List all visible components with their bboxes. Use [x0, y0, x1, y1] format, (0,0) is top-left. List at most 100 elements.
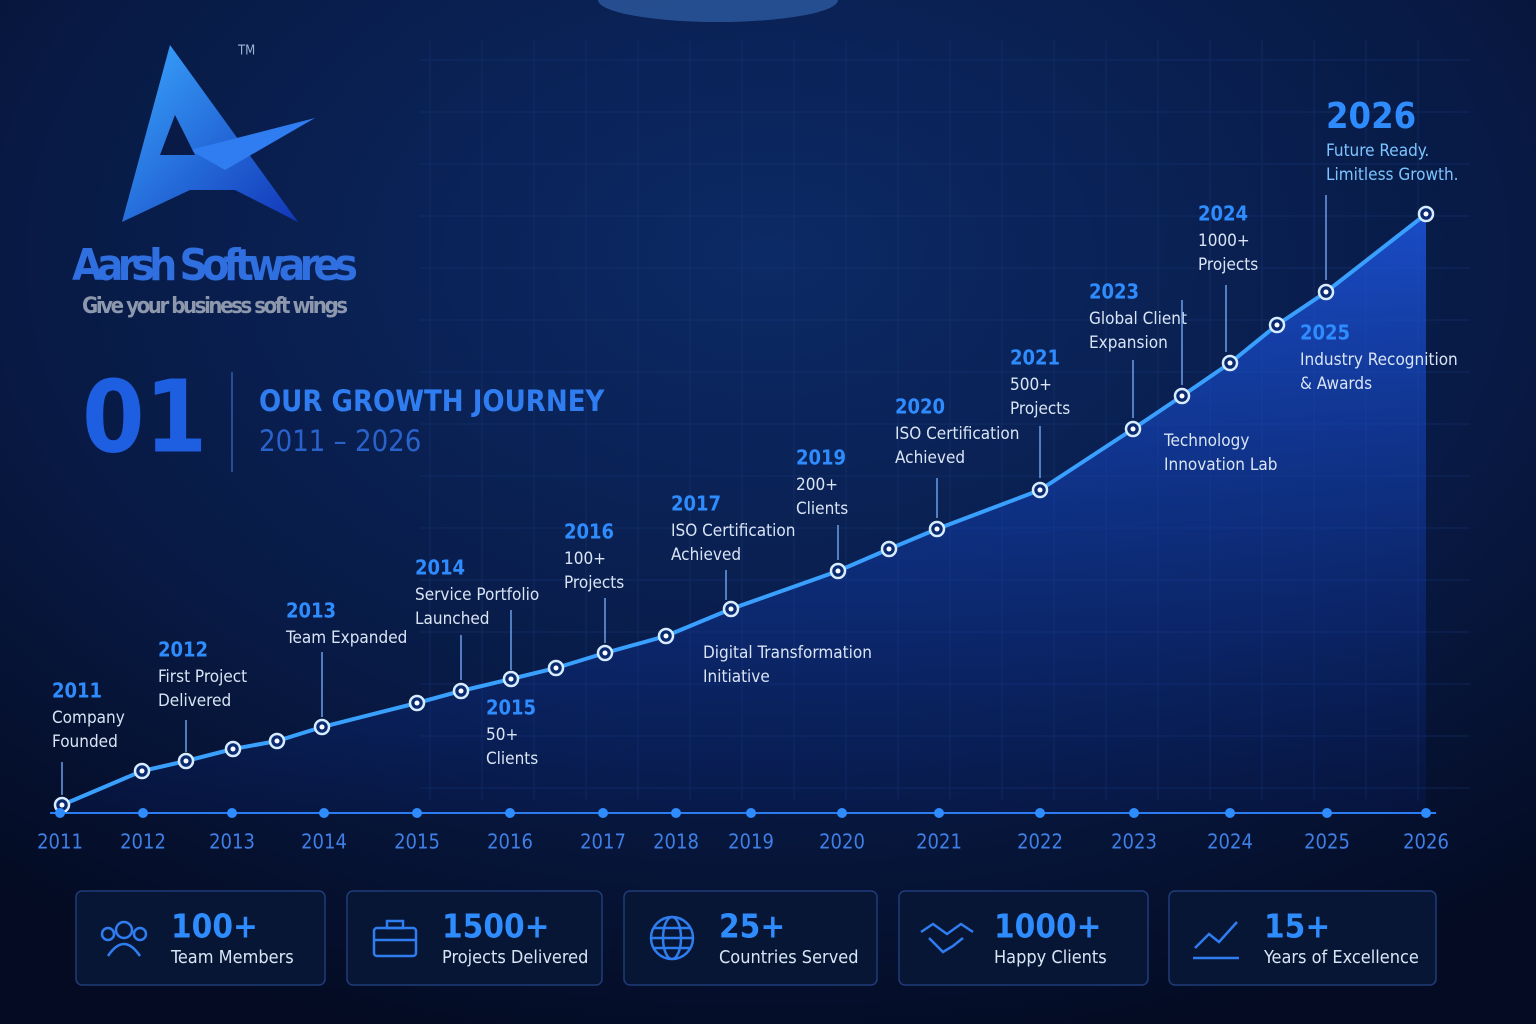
axis-dot	[746, 808, 756, 818]
milestone-year: 2025	[1300, 321, 1350, 345]
milestone-year: 2024	[1198, 202, 1248, 226]
growth-node-core	[886, 546, 892, 552]
axis-dot	[598, 808, 608, 818]
milestone-text: Founded	[52, 732, 118, 752]
milestone-text: 200+	[796, 475, 838, 495]
axis-dot	[1421, 808, 1431, 818]
milestone-text: Clients	[486, 749, 538, 769]
axis-year: 2019	[728, 830, 774, 854]
milestone-text: Technology	[1163, 431, 1249, 451]
growth-node-core	[728, 606, 734, 612]
milestone-year: 2013	[286, 599, 336, 623]
stat-value: 25+	[719, 907, 785, 946]
milestone-year: 2021	[1010, 346, 1060, 370]
axis-dot	[934, 808, 944, 818]
milestone-text: First Project	[158, 667, 247, 687]
milestone-text: Digital Transformation	[703, 643, 872, 663]
section-number: 01	[82, 358, 207, 475]
growth-node-core	[414, 700, 420, 706]
axis-dot	[1225, 808, 1235, 818]
growth-node-core	[1179, 393, 1185, 399]
milestone-text: & Awards	[1300, 374, 1372, 394]
growth-node-core	[1423, 211, 1429, 217]
milestone-text: Innovation Lab	[1164, 455, 1277, 475]
milestone-text: Launched	[415, 609, 490, 629]
milestone-year: 2011	[52, 679, 102, 703]
stat-card	[75, 890, 326, 986]
growth-node-core	[1130, 426, 1136, 432]
stat-card	[623, 890, 878, 986]
growth-node-core	[139, 768, 145, 774]
company-tagline: Give your business soft wings	[82, 294, 348, 319]
stat-card	[898, 890, 1149, 986]
icon-part	[1194, 921, 1238, 949]
axis-year: 2014	[301, 830, 347, 854]
axis-dot	[1322, 808, 1332, 818]
milestone-text: 50+	[486, 725, 518, 745]
growth-node-core	[230, 746, 236, 752]
growth-node-core	[183, 758, 189, 764]
axis-dot	[138, 808, 148, 818]
axis-dot	[55, 808, 65, 818]
stat-label: Projects Delivered	[442, 947, 588, 968]
axis-year: 2016	[487, 830, 533, 854]
milestone-text: Limitless Growth.	[1326, 165, 1459, 185]
milestone-year: 2017	[671, 492, 721, 516]
logo-wing	[190, 118, 315, 170]
axis-dot	[319, 808, 329, 818]
stat-value: 15+	[1264, 907, 1330, 946]
icon-part	[385, 919, 405, 930]
spotlight	[598, 0, 838, 22]
milestone-text: Projects	[1010, 399, 1070, 419]
logo-cutout	[160, 115, 195, 155]
axis-year: 2020	[819, 830, 865, 854]
icon-part	[920, 922, 974, 954]
milestone-year: 2023	[1089, 280, 1139, 304]
logo-mark	[122, 45, 298, 222]
section-title: OUR GROWTH JOURNEY	[259, 384, 606, 418]
icon-part	[114, 920, 134, 940]
milestone-text: Achieved	[895, 448, 965, 468]
milestone-text: Initiative	[703, 667, 770, 687]
growth-node-core	[458, 688, 464, 694]
milestone-text: ISO Certification	[895, 424, 1019, 444]
stat-label: Countries Served	[719, 947, 859, 968]
axis-year: 2021	[916, 830, 962, 854]
milestone-text: Clients	[796, 499, 848, 519]
stat-value: 1000+	[994, 907, 1102, 946]
axis-dot	[1129, 808, 1139, 818]
axis-year: 2015	[394, 830, 440, 854]
stat-label: Happy Clients	[994, 947, 1107, 968]
axis-year: 2025	[1304, 830, 1350, 854]
axis-year: 2013	[209, 830, 255, 854]
axis-dot	[227, 808, 237, 818]
milestone-text: ISO Certification	[671, 521, 795, 541]
milestone-text: Company	[52, 708, 125, 728]
stat-icon	[372, 919, 418, 958]
axis-dot	[671, 808, 681, 818]
axis-year: 2018	[653, 830, 699, 854]
growth-node-core	[553, 665, 559, 671]
icon-part	[132, 926, 148, 942]
milestone-year: 2020	[895, 395, 945, 419]
stat-card	[1168, 890, 1437, 986]
milestone-year: 2019	[796, 446, 846, 470]
company-name: Aarsh Softwares	[72, 240, 358, 291]
milestone-text: Expansion	[1089, 333, 1168, 353]
milestone-text: Service Portfolio	[415, 585, 539, 605]
growth-node-core	[835, 568, 841, 574]
icon-part	[106, 942, 142, 957]
axis-dot	[837, 808, 847, 818]
milestone-text: 500+	[1010, 375, 1052, 395]
growth-node-core	[1274, 322, 1280, 328]
stat-value: 1500+	[442, 907, 550, 946]
growth-node-core	[1037, 487, 1043, 493]
milestone-text: Projects	[564, 573, 624, 593]
milestone-year: 2014	[415, 556, 465, 580]
milestone-text: Global Client	[1089, 309, 1187, 329]
milestone-text: Achieved	[671, 545, 741, 565]
milestone-year: 2026	[1326, 96, 1416, 137]
axis-year: 2011	[37, 830, 83, 854]
axis-year: 2024	[1207, 830, 1253, 854]
